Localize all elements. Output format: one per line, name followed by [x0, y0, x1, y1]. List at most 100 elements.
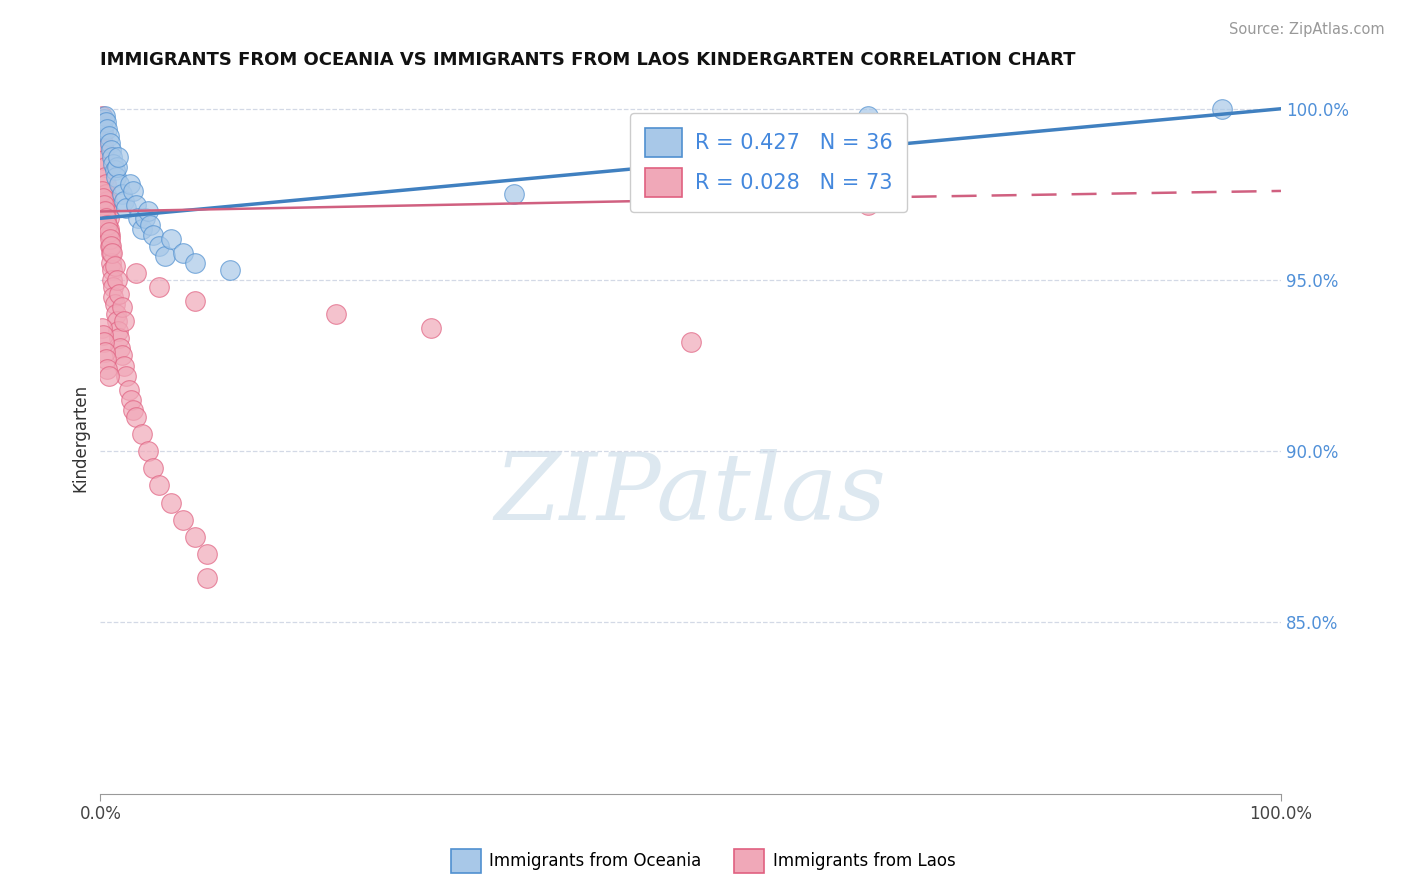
Point: [131, 427, 153, 442]
Point: [96, 177, 118, 191]
Point: [110, 301, 132, 315]
Point: [125, 197, 148, 211]
Point: [856, 197, 879, 211]
Point: [108, 286, 131, 301]
Point: [110, 187, 132, 202]
Point: [115, 201, 138, 215]
Point: [100, 245, 122, 260]
Point: [100, 256, 122, 270]
Point: [172, 245, 194, 260]
Point: [90, 109, 112, 123]
Point: [148, 478, 170, 492]
Point: [125, 266, 148, 280]
Point: [148, 280, 170, 294]
Point: [1211, 102, 1233, 116]
Point: [103, 290, 125, 304]
Point: [148, 238, 170, 252]
Point: [91, 136, 114, 150]
Point: [94, 160, 117, 174]
Point: [142, 228, 165, 243]
Point: [122, 184, 145, 198]
Point: [93, 334, 115, 349]
Point: [97, 221, 120, 235]
Legend: Immigrants from Oceania, Immigrants from Laos: Immigrants from Oceania, Immigrants from…: [444, 842, 962, 880]
Point: [91, 122, 114, 136]
Point: [127, 211, 149, 226]
Point: [97, 129, 120, 144]
Point: [118, 177, 141, 191]
Point: [502, 187, 524, 202]
Point: [108, 177, 131, 191]
Point: [184, 530, 207, 544]
Point: [97, 211, 120, 226]
Point: [105, 273, 128, 287]
Point: [96, 218, 118, 232]
Point: [103, 280, 125, 294]
Point: [115, 368, 138, 383]
Point: [108, 331, 131, 345]
Point: [195, 547, 218, 561]
Point: [93, 153, 115, 167]
Point: [136, 204, 159, 219]
Point: [101, 245, 124, 260]
Point: [91, 327, 114, 342]
Point: [91, 191, 114, 205]
Point: [103, 297, 125, 311]
Point: [98, 232, 121, 246]
Point: [103, 163, 125, 178]
Point: [101, 150, 124, 164]
Point: [93, 112, 115, 126]
Point: [96, 194, 118, 209]
Point: [103, 260, 125, 274]
Point: [94, 204, 117, 219]
Point: [96, 204, 118, 219]
Point: [103, 156, 125, 170]
Point: [136, 444, 159, 458]
Point: [93, 197, 115, 211]
Legend: R = 0.427   N = 36, R = 0.028   N = 73: R = 0.427 N = 36, R = 0.028 N = 73: [630, 113, 907, 211]
Point: [93, 143, 115, 157]
Point: [100, 238, 122, 252]
Point: [98, 238, 121, 252]
Point: [112, 194, 135, 209]
Text: ZIPatlas: ZIPatlas: [495, 450, 887, 540]
Point: [122, 403, 145, 417]
Point: [110, 348, 132, 362]
Point: [94, 170, 117, 185]
Point: [679, 334, 702, 349]
Point: [134, 211, 156, 226]
Point: [98, 136, 121, 150]
Point: [90, 119, 112, 133]
Point: [219, 262, 242, 277]
Point: [107, 150, 129, 164]
Point: [96, 187, 118, 202]
Point: [325, 307, 347, 321]
Point: [90, 184, 112, 198]
Point: [110, 342, 132, 356]
Point: [98, 228, 121, 243]
Point: [184, 293, 207, 308]
Point: [96, 211, 118, 226]
Point: [96, 122, 118, 136]
Point: [160, 232, 183, 246]
Point: [94, 345, 117, 359]
Point: [419, 321, 441, 335]
Point: [97, 225, 120, 239]
Point: [118, 383, 141, 397]
Point: [856, 109, 879, 123]
Point: [142, 461, 165, 475]
Y-axis label: Kindergarten: Kindergarten: [72, 384, 89, 491]
Point: [104, 170, 127, 185]
Point: [105, 160, 128, 174]
Point: [195, 571, 218, 585]
Point: [91, 126, 114, 140]
Point: [139, 218, 162, 232]
Point: [155, 249, 177, 263]
Point: [107, 324, 129, 338]
Point: [172, 513, 194, 527]
Point: [100, 143, 122, 157]
Point: [90, 321, 112, 335]
Point: [101, 262, 124, 277]
Point: [125, 409, 148, 424]
Point: [96, 115, 118, 129]
